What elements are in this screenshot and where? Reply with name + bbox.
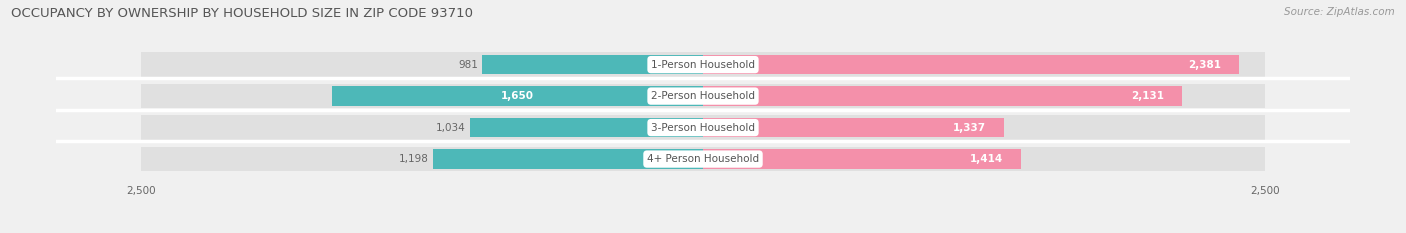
Text: 1,198: 1,198 [399,154,429,164]
Text: 3-Person Household: 3-Person Household [651,123,755,133]
Text: 981: 981 [458,60,478,70]
Bar [332,86,703,106]
Bar [703,55,1239,74]
Bar [141,52,703,77]
Bar [703,84,1265,108]
Bar [703,118,1004,137]
Bar [703,86,1182,106]
Text: 1,650: 1,650 [501,91,534,101]
Text: 2,131: 2,131 [1132,91,1164,101]
Bar [471,118,703,137]
Text: 1,034: 1,034 [436,123,465,133]
Text: Source: ZipAtlas.com: Source: ZipAtlas.com [1284,7,1395,17]
Bar [703,115,1265,140]
Text: 1,337: 1,337 [953,123,986,133]
Bar [141,115,703,140]
Bar [703,149,1021,169]
Bar [141,147,703,171]
Text: 2,381: 2,381 [1188,60,1220,70]
Text: 1,414: 1,414 [970,154,1002,164]
Text: 1-Person Household: 1-Person Household [651,60,755,70]
Bar [433,149,703,169]
Text: 2-Person Household: 2-Person Household [651,91,755,101]
Bar [482,55,703,74]
Bar [703,147,1265,171]
Text: OCCUPANCY BY OWNERSHIP BY HOUSEHOLD SIZE IN ZIP CODE 93710: OCCUPANCY BY OWNERSHIP BY HOUSEHOLD SIZE… [11,7,474,20]
Bar [703,52,1265,77]
Text: 4+ Person Household: 4+ Person Household [647,154,759,164]
Bar [141,84,703,108]
